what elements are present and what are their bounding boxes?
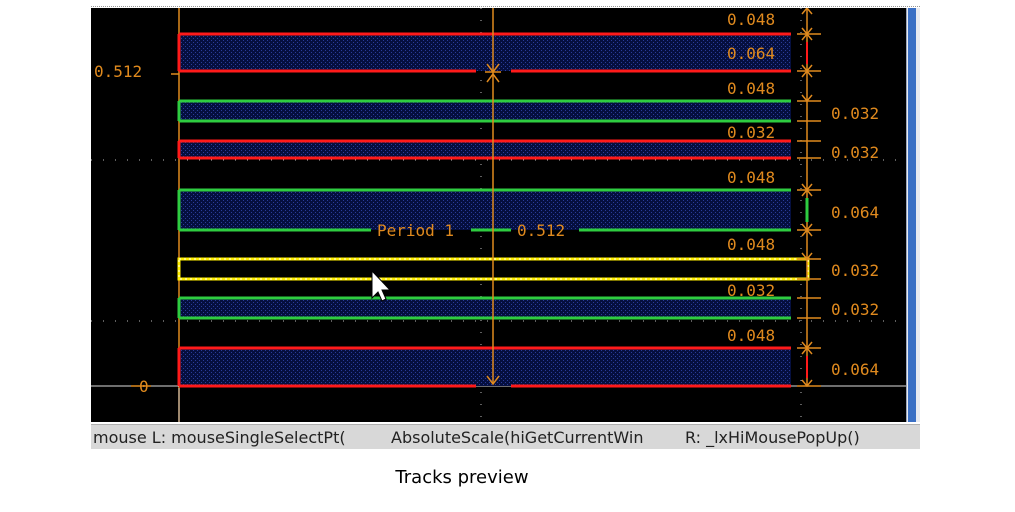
period-label: Period 1	[377, 221, 454, 240]
spacing-label: 0.048	[727, 10, 775, 29]
scrollbar-thumb[interactable]	[908, 8, 916, 422]
figure-caption: Tracks preview	[395, 467, 529, 488]
vertical-scrollbar[interactable]	[906, 8, 920, 422]
spacing-label: 0.048	[727, 235, 775, 254]
width-label: 0.064	[727, 44, 775, 63]
top-dotted-line	[91, 6, 920, 8]
right-label: 0.032	[831, 261, 879, 280]
spacing-label: 0.032	[727, 123, 775, 142]
scrollbar-edge	[906, 8, 907, 422]
right-label: 0.064	[831, 360, 879, 379]
dimension-markers	[797, 8, 821, 388]
track-6[interactable]	[177, 296, 791, 320]
right-label: 0.064	[831, 203, 879, 222]
status-middle-mouse: AbsoluteScale(hiGetCurrentWin	[391, 427, 644, 447]
right-label: 0.032	[831, 300, 879, 319]
mouse-cursor-icon	[371, 269, 392, 302]
right-label: 0.032	[831, 143, 879, 162]
status-bar: mouse L: mouseSingleSelectPt( AbsoluteSc…	[91, 424, 920, 449]
right-label: 0.032	[831, 104, 879, 123]
axis-label-top: 0.512	[94, 62, 142, 81]
status-right-mouse: R: _lxHiMousePopUp()	[685, 427, 860, 447]
spacing-label: 0.048	[727, 326, 775, 345]
track-3[interactable]	[177, 139, 791, 160]
track-4[interactable]	[177, 188, 791, 232]
track-1[interactable]	[177, 32, 791, 73]
period-value: 0.512	[517, 221, 565, 240]
spacing-label: 0.032	[727, 281, 775, 300]
spacing-label: 0.048	[727, 79, 775, 98]
layout-canvas[interactable]: 0.512 0	[91, 8, 906, 422]
period-ruler	[485, 8, 501, 386]
track-2[interactable]	[177, 99, 791, 123]
axis-label-bottom: 0	[139, 377, 149, 396]
spacing-label: 0.048	[727, 168, 775, 187]
status-left-mouse: mouse L: mouseSingleSelectPt(	[93, 427, 346, 447]
track-7[interactable]	[177, 346, 791, 388]
